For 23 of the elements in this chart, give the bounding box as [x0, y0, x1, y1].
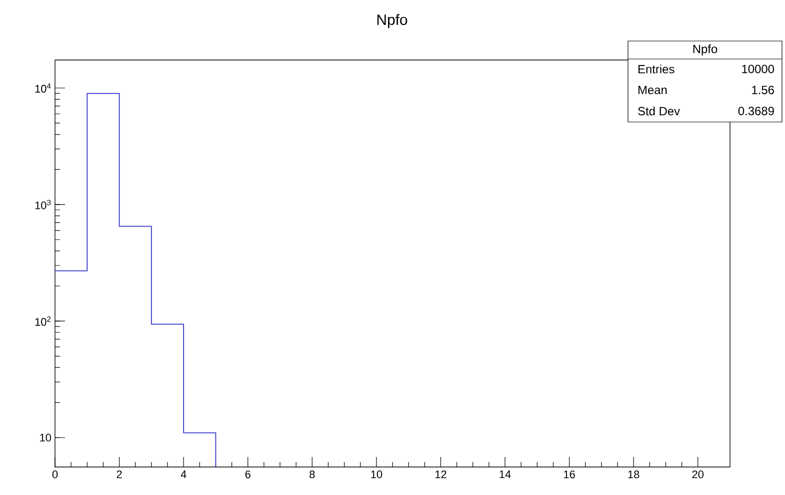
- chart-title: Npfo: [377, 14, 408, 28]
- x-tick-label: 8: [310, 470, 315, 478]
- y-tick-label: 10: [40, 434, 52, 442]
- annotation: Entries: [638, 64, 674, 74]
- y-tick-label: 10$^{3}$: [35, 200, 51, 210]
- x-tick-label: 14: [500, 470, 511, 478]
- x-tick-label: 20: [692, 470, 704, 478]
- x-tick-label: 0: [52, 470, 58, 478]
- annotation: Std Dev: [638, 106, 680, 116]
- x-tick-label: 6: [245, 470, 250, 478]
- y-tick-label: 10$^{4}$: [35, 83, 51, 93]
- x-tick-label: 12: [435, 470, 446, 478]
- x-tick-label: 10: [371, 470, 382, 478]
- text: Npfo: [693, 44, 718, 56]
- annotation: Mean: [638, 86, 667, 94]
- text: 10000: [742, 64, 774, 74]
- x-tick-label: 2: [116, 470, 122, 478]
- y-tick-label: 10$^{2}$: [35, 316, 51, 326]
- x-tick-label: 16: [564, 470, 575, 478]
- x-tick-label: 4: [180, 470, 186, 478]
- x-tick-label: 18: [628, 470, 640, 478]
- text: 1.56: [752, 86, 774, 94]
- text: 0.3689: [738, 106, 774, 116]
